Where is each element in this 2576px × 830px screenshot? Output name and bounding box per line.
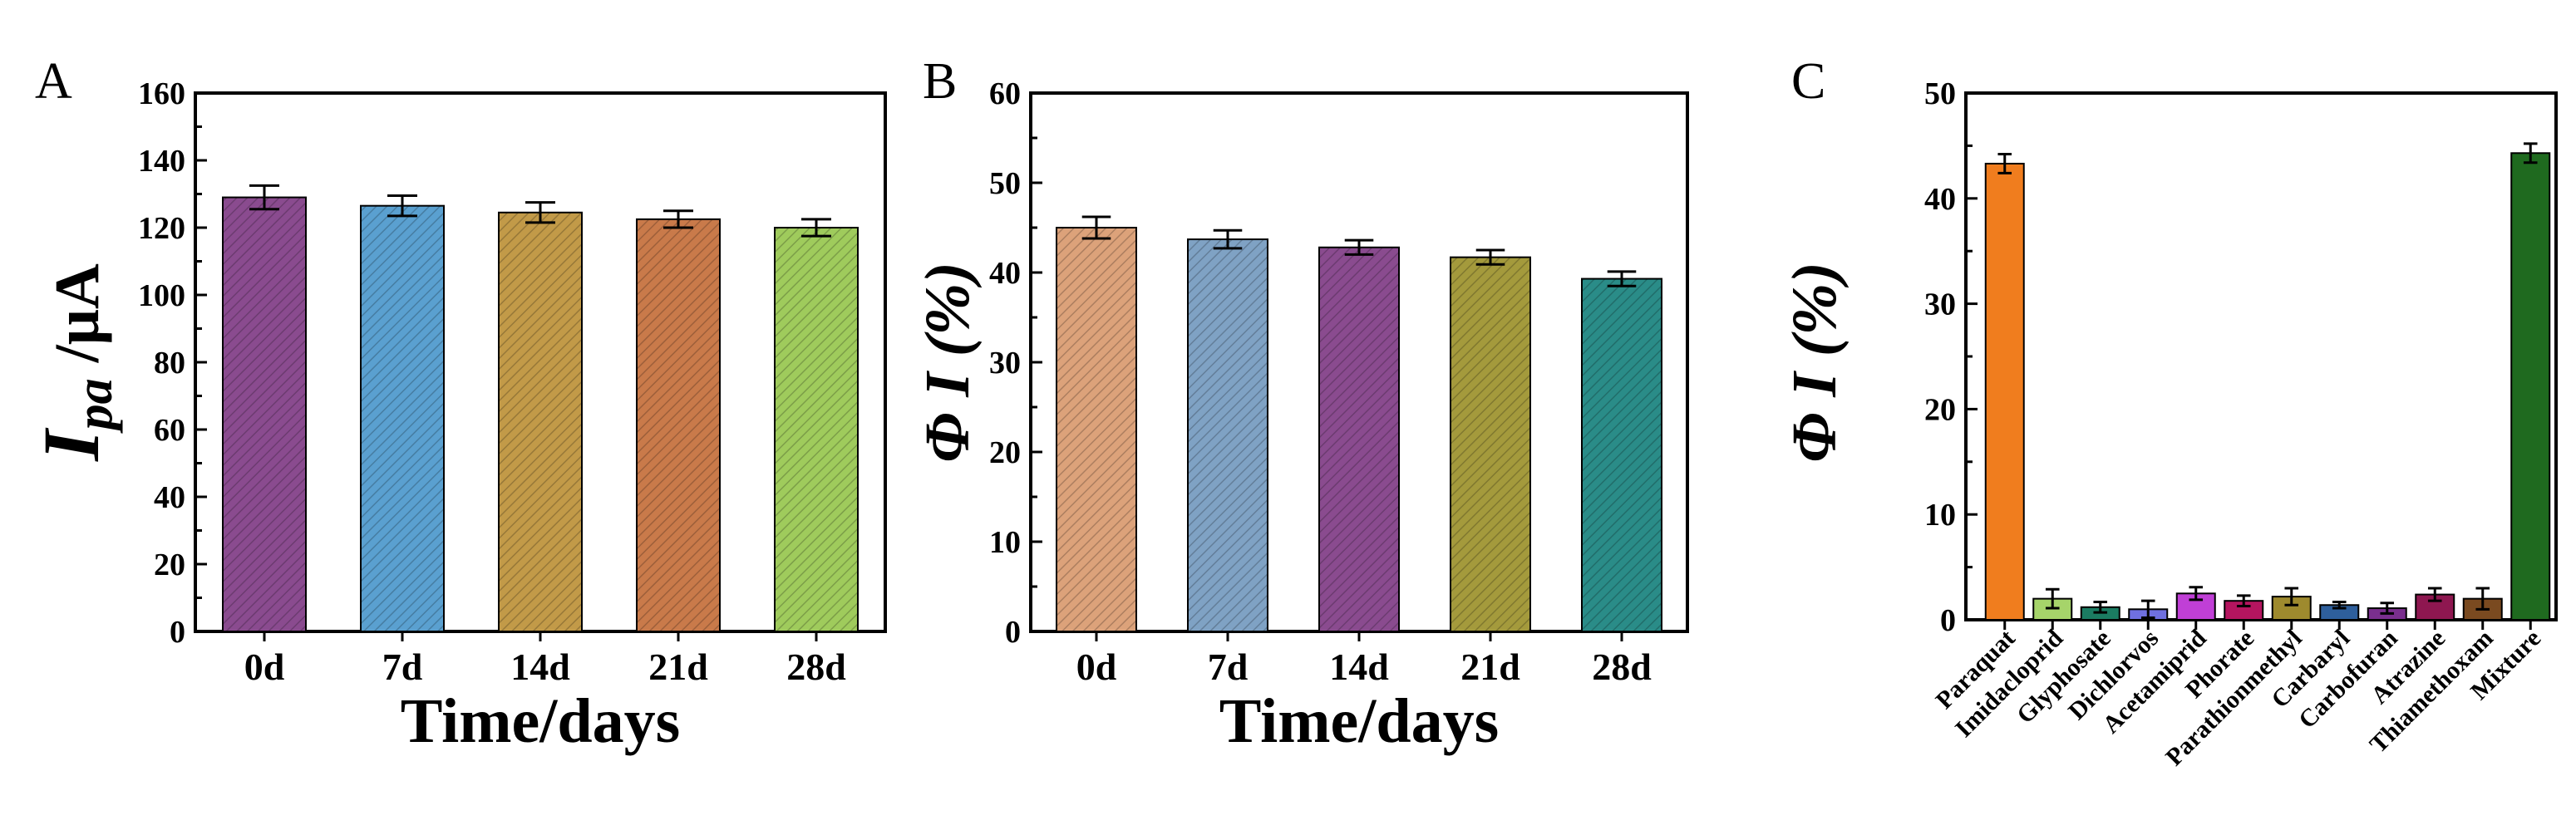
x-tick-label: 0d [1076, 646, 1117, 688]
y-tick-label: 0 [1940, 603, 1956, 638]
bar-28d [1581, 277, 1662, 632]
bar-paraquat [1984, 162, 2025, 621]
bar-21d [1450, 256, 1531, 632]
bar-mixture [2510, 152, 2551, 621]
y-tick-label: 30 [1924, 287, 1956, 322]
panel-a-chart: A 0 20 40 60 80 100 120 140 160 0d 7d 14d 21d 28d Ti… [27, 53, 887, 756]
panel-b-bars [1056, 215, 1662, 632]
x-tick-label: 7d [1208, 646, 1249, 688]
y-tick-label: 160 [138, 76, 185, 111]
bar-0d [1056, 227, 1137, 632]
y-tick-label: 60 [989, 76, 1021, 111]
x-tick-label: 0d [244, 646, 285, 688]
y-tick-label: 40 [989, 256, 1021, 291]
x-tick-label: 14d [510, 646, 570, 688]
bar-7d [1187, 238, 1268, 632]
panel-b-x-axis-title: Time/days [1219, 686, 1499, 756]
y-tick-label: 20 [1924, 392, 1956, 427]
panel-c-y-axis: 0 10 20 30 40 50 [1924, 76, 1978, 638]
y-tick-label: 50 [1924, 76, 1956, 111]
x-tick-label: 28d [1592, 646, 1652, 688]
y-tick-label: 40 [154, 480, 185, 515]
panel-a-label: A [35, 53, 72, 110]
bar-0d [222, 196, 307, 633]
panel-a-y-axis-title-symbol: I [27, 427, 116, 462]
panel-b-label: B [923, 53, 957, 110]
panel-c-x-axis: ParaquatImidaclopridGlyphosateDichlorvos… [1931, 620, 2546, 771]
y-tick-label: 20 [989, 435, 1021, 470]
y-tick-label: 50 [989, 166, 1021, 201]
panel-c-plot-frame [1964, 91, 2558, 621]
y-tick-label: 20 [154, 548, 185, 582]
y-tick-label: 120 [138, 211, 185, 246]
x-tick-label: 7d [382, 646, 423, 688]
bar-21d [636, 218, 721, 632]
y-tick-label: 60 [154, 413, 185, 448]
y-tick-label: 140 [138, 144, 185, 179]
panel-c-chart: C 0 10 20 30 40 50 ParaquatImidaclopridGlypho… [1780, 53, 2558, 771]
bar-28d [774, 227, 859, 632]
x-tick-label: 28d [786, 646, 846, 688]
y-tick-label: 30 [989, 346, 1021, 381]
panel-b-y-axis: 0 10 20 30 40 50 60 [989, 76, 1042, 650]
panel-c-label: C [1791, 53, 1825, 110]
y-tick-label: 0 [170, 615, 185, 650]
panel-c-y-axis-title: Φ I (%) [1780, 262, 1849, 462]
panel-a-x-axis: 0d 7d 14d 21d 28d [244, 631, 846, 688]
panel-b-x-axis: 0d 7d 14d 21d 28d [1076, 631, 1652, 688]
panel-a-bars [222, 184, 859, 633]
panel-b-y-axis-title: Φ I (%) [913, 262, 983, 462]
y-tick-label: 40 [1924, 182, 1956, 217]
panel-a-y-axis-title-unit: /μA [42, 263, 112, 378]
bar-14d [1318, 246, 1400, 632]
x-tick-label: 21d [648, 646, 708, 688]
x-tick-label: 21d [1460, 646, 1520, 688]
panel-c-bars [1984, 142, 2551, 621]
panel-a-y-axis-title-subscript: pa [66, 378, 123, 434]
panel-a-y-axis-title: Ipa /μA [27, 263, 123, 462]
panel-a-x-axis-title: Time/days [401, 686, 680, 756]
y-tick-label: 80 [154, 346, 185, 381]
y-tick-label: 10 [989, 525, 1021, 560]
bar-14d [498, 211, 583, 632]
y-tick-label: 10 [1924, 498, 1956, 533]
x-tick-label: 14d [1329, 646, 1389, 688]
bar-7d [360, 204, 445, 633]
panel-a-y-axis: 0 20 40 60 80 100 120 140 160 [138, 76, 207, 650]
y-tick-label: 100 [138, 278, 185, 313]
y-tick-label: 0 [1005, 615, 1021, 650]
